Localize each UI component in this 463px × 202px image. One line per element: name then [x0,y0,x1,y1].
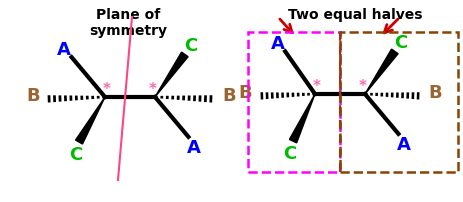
Text: *: * [313,79,320,94]
Polygon shape [155,53,188,98]
Text: B: B [26,87,40,104]
Text: A: A [186,138,200,156]
Text: C: C [69,145,82,163]
Text: B: B [222,87,235,104]
Bar [339,33,457,172]
Text: A: A [56,41,70,59]
Text: Plane of
symmetry: Plane of symmetry [89,8,167,38]
Polygon shape [289,95,314,143]
Text: A: A [271,35,284,53]
Text: *: * [103,82,111,97]
Text: C: C [283,144,296,162]
Text: B: B [427,84,441,101]
Text: *: * [149,82,156,97]
Text: B: B [238,84,251,101]
Polygon shape [364,50,397,95]
Polygon shape [75,98,105,144]
Text: C: C [184,37,197,55]
Text: A: A [395,135,409,153]
Text: *: * [358,79,366,94]
Bar [247,33,339,172]
Text: C: C [394,34,407,52]
Text: Two equal halves: Two equal halves [287,8,421,22]
